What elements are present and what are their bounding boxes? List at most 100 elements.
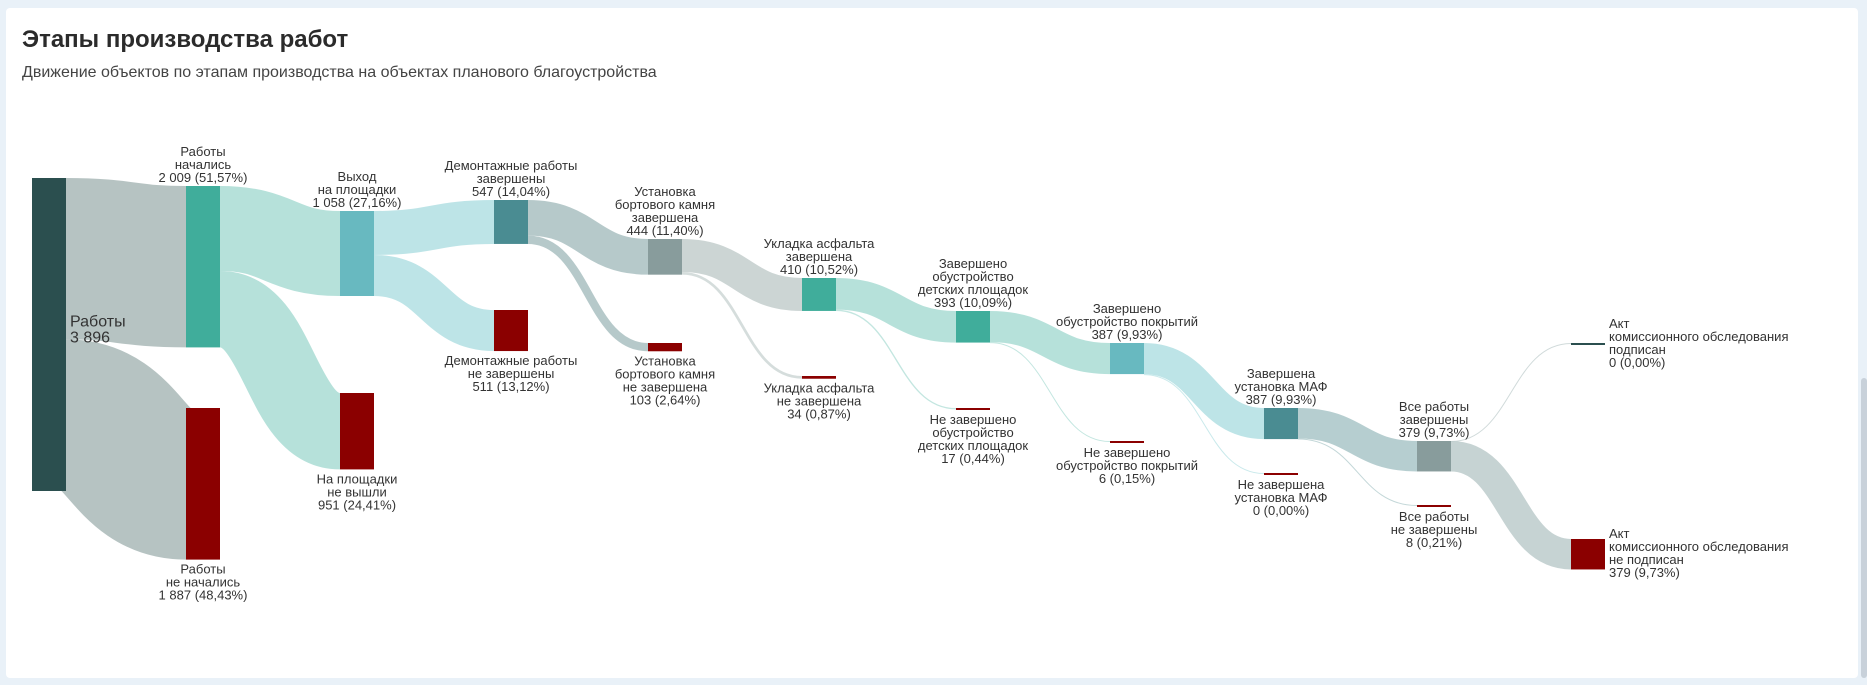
sankey-link-all_done-act_not[interactable] (1449, 440, 1573, 570)
sankey-link-start-not_started[interactable] (54, 339, 198, 560)
sankey-label-line: Не завершена (1238, 477, 1325, 492)
sankey-node-all_not[interactable] (1417, 505, 1451, 507)
sankey-label-line: 2 009 (51,57%) (159, 170, 248, 185)
sankey-node-demount_done[interactable] (494, 200, 528, 244)
sankey-node-asphalt_not[interactable] (802, 376, 836, 379)
sankey-label-demount_not: Демонтажные работы не завершены 511 (13,12… (445, 353, 578, 394)
sankey-label-line: 387 (9,93%) (1246, 392, 1317, 407)
sankey-node-play_done[interactable] (956, 311, 990, 343)
sankey-label-line: Установка (634, 353, 696, 368)
sankey-node-play_not[interactable] (956, 408, 990, 410)
sankey-label-line: начались (175, 157, 231, 172)
sankey-label-line: Демонтажные работы (445, 353, 578, 368)
sankey-link-play_done-cover_not[interactable] (989, 342, 1111, 442)
sankey-node-started[interactable] (186, 186, 220, 348)
sankey-label-line: установка МАФ (1235, 490, 1328, 505)
sankey-links (54, 177, 1573, 570)
sankey-label-line: Работы (70, 314, 126, 331)
sankey-label-line: Все работы (1399, 399, 1469, 414)
sankey-node-curb_not[interactable] (648, 343, 682, 352)
vertical-scrollbar[interactable] (1861, 378, 1867, 678)
sankey-label-line: завершена (632, 210, 699, 225)
sankey-label-play_done: Завершено обустройство детских площадок 393… (918, 256, 1028, 310)
sankey-label-line: комиссионного обследования (1609, 329, 1789, 344)
sankey-link-demount_done-curb_not[interactable] (527, 235, 649, 352)
sankey-label-line: Укладка асфальта (764, 236, 876, 251)
sankey-label-line: 6 (0,15%) (1099, 471, 1155, 486)
sankey-label-line: Установка (634, 184, 696, 199)
sankey-label-line: не завершены (1391, 522, 1478, 537)
sankey-label-line: 951 (24,41%) (318, 497, 396, 512)
sankey-link-cover_done-maf_done[interactable] (1142, 343, 1266, 440)
sankey-label-line: комиссионного обследования (1609, 539, 1789, 554)
sankey-node-maf_not[interactable] (1264, 473, 1298, 475)
sankey-label-line: 0 (0,00%) (1609, 355, 1665, 370)
sankey-label-demount_done: Демонтажные работы завершены 547 (14,04%) (445, 158, 578, 199)
sankey-label-line: 34 (0,87%) (787, 407, 851, 422)
sankey-label-line: 103 (2,64%) (630, 392, 701, 407)
sankey-label-line: обустройство покрытий (1056, 458, 1198, 473)
chart-card: Этапы производства работ Движение объект… (6, 8, 1867, 678)
sankey-label-line: установка МАФ (1235, 379, 1328, 394)
sankey-link-start-started[interactable] (65, 177, 187, 348)
sankey-label-line: 387 (9,93%) (1092, 327, 1163, 342)
sankey-label-not_on_site: На площадки не вышли 951 (24,41%) (317, 471, 398, 512)
sankey-link-maf_done-all_done[interactable] (1297, 407, 1418, 472)
sankey-node-maf_done[interactable] (1264, 408, 1298, 440)
sankey-label-line: бортового камня (615, 366, 715, 381)
sankey-label-cover_done: Завершено обустройство покрытий 387 (9,93%… (1056, 301, 1198, 342)
sankey-node-not_on_site[interactable] (340, 393, 374, 470)
sankey-node-cover_done[interactable] (1110, 343, 1144, 375)
sankey-link-demount_done-curb_done[interactable] (527, 199, 649, 275)
sankey-label-line: Завершено (939, 256, 1007, 271)
sankey-link-started-not_on_site[interactable] (215, 270, 345, 470)
sankey-link-curb_done-asphalt_done[interactable] (681, 238, 803, 311)
sankey-node-not_started[interactable] (186, 408, 220, 560)
sankey-label-all_done: Все работы завершены 379 (9,73%) (1399, 399, 1470, 440)
sankey-link-asphalt_done-play_done[interactable] (835, 278, 957, 343)
sankey-link-started-on_site[interactable] (218, 185, 342, 296)
sankey-node-on_site[interactable] (340, 211, 374, 296)
sankey-label-line: 379 (9,73%) (1399, 425, 1470, 440)
sankey-node-all_done[interactable] (1417, 441, 1451, 472)
sankey-node-act_not[interactable] (1571, 539, 1605, 570)
sankey-link-curb_done-asphalt_not[interactable] (681, 271, 803, 379)
sankey-label-asphalt_not: Укладка асфальта не завершена 34 (0,87%) (764, 381, 876, 422)
sankey-label-line: не начались (166, 575, 240, 590)
sankey-label-curb_done: Установка бортового камня завершена 444 (11… (615, 184, 715, 238)
sankey-label-line: не завершены (468, 366, 555, 381)
sankey-label-line: 8 (0,21%) (1406, 535, 1462, 550)
sankey-label-act_not: Акт комиссионного обследования не подписан… (1609, 526, 1789, 580)
sankey-node-act_signed[interactable] (1571, 343, 1605, 345)
sankey-label-line: Укладка асфальта (764, 381, 876, 396)
sankey-link-maf_done-all_not[interactable] (1297, 438, 1418, 506)
sankey-node-curb_done[interactable] (648, 239, 682, 275)
sankey-link-on_site-demount_done[interactable] (373, 200, 495, 255)
sankey-link-on_site-demount_not[interactable] (372, 254, 496, 352)
sankey-node-start[interactable] (32, 178, 66, 491)
sankey-link-asphalt_done-play_not[interactable] (835, 309, 957, 410)
sankey-label-line: не вышли (327, 484, 387, 499)
sankey-label-started: Работы начались 2 009 (51,57%) (159, 144, 248, 185)
sankey-label-not_started: Работы не начались 1 887 (48,43%) (159, 562, 248, 603)
sankey-label-all_not: Все работы не завершены 8 (0,21%) (1391, 509, 1478, 550)
sankey-node-cover_not[interactable] (1110, 441, 1144, 443)
sankey-label-line: Завершено (1093, 301, 1161, 316)
sankey-label-line: детских площадок (918, 438, 1028, 453)
sankey-label-line: обустройство (932, 425, 1013, 440)
sankey-node-asphalt_done[interactable] (802, 278, 836, 311)
sankey-node-demount_not[interactable] (494, 310, 528, 352)
sankey-nodes (32, 178, 1605, 570)
sankey-label-line: не подписан (1609, 552, 1684, 567)
sankey-link-play_done-cover_done[interactable] (989, 311, 1111, 375)
sankey-label-line: 547 (14,04%) (472, 184, 550, 199)
sankey-link-cover_done-maf_not[interactable] (1143, 374, 1265, 474)
sankey-label-act_signed: Акт комиссионного обследования подписан 0 (… (1609, 316, 1789, 370)
sankey-label-cover_not: Не завершено обустройство покрытий 6 (0,15… (1056, 445, 1198, 486)
sankey-link-all_done-act_signed[interactable] (1450, 343, 1572, 442)
sankey-label-line: обустройство (932, 269, 1013, 284)
sankey-label-line: Все работы (1399, 509, 1469, 524)
sankey-label-line: не завершена (777, 394, 862, 409)
sankey-label-line: Акт (1609, 526, 1630, 541)
